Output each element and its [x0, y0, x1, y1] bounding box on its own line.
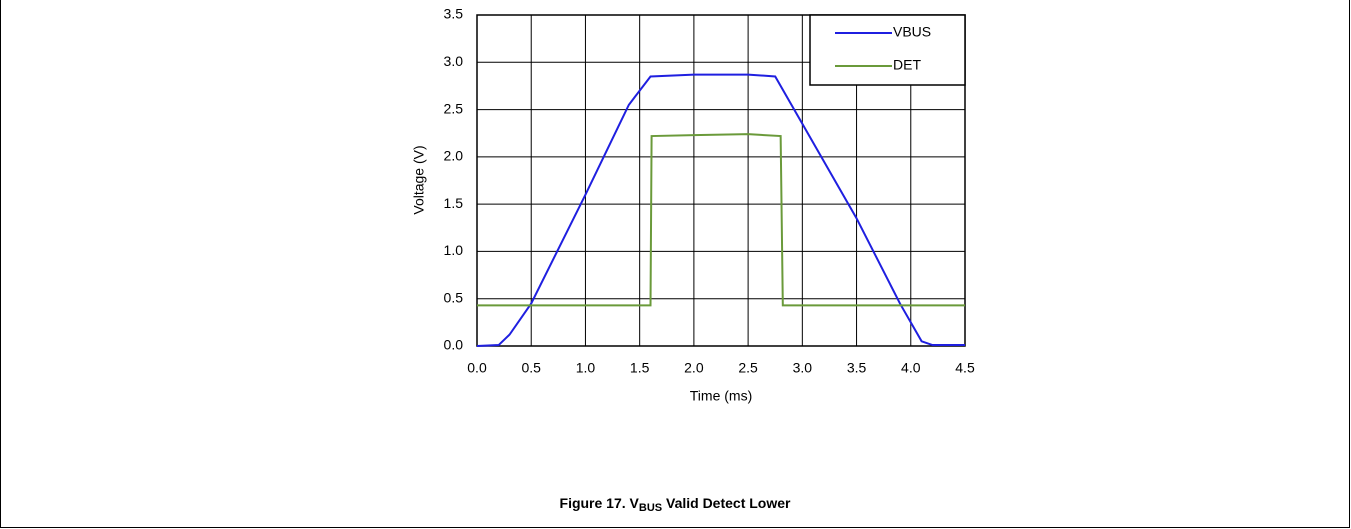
- y-tick-label: 0.0: [444, 337, 464, 353]
- caption-text: Valid Detect Lower: [662, 495, 791, 511]
- x-tick-label: 1.5: [630, 360, 650, 376]
- y-tick-label: 2.0: [444, 148, 464, 164]
- x-axis-label: Time (ms): [690, 388, 752, 404]
- x-tick-label: 0.5: [521, 360, 541, 376]
- y-tick-label: 2.5: [444, 100, 464, 116]
- x-tick-label: 1.0: [576, 360, 596, 376]
- y-tick-label: 0.5: [444, 289, 464, 305]
- y-tick-label: 3.0: [444, 53, 464, 69]
- caption: Figure 17. VBUS Valid Detect Lower: [560, 495, 792, 514]
- plot-frame: [476, 14, 966, 347]
- y-tick-label: 1.5: [444, 195, 464, 211]
- legend-label: VBUS: [893, 24, 931, 40]
- x-tick-label: 4.0: [901, 360, 921, 376]
- data-line: [476, 73, 965, 347]
- y-axis-label: Voltage (V): [411, 145, 427, 214]
- x-tick-label: 3.5: [847, 360, 867, 376]
- x-tick-label: 2.5: [738, 360, 758, 376]
- x-tick-label: 0.0: [467, 360, 487, 376]
- x-tick-label: 2.0: [684, 360, 704, 376]
- x-tick-label: 4.5: [955, 360, 975, 376]
- caption-text: Figure 17. V: [560, 495, 640, 511]
- x-tick-label: 3.0: [793, 360, 813, 376]
- y-tick-label: 3.5: [444, 6, 464, 22]
- legend-box: [809, 14, 966, 86]
- caption-subscript: BUS: [639, 502, 662, 514]
- legend-label: DET: [893, 57, 921, 73]
- data-line: [477, 133, 965, 307]
- y-tick-label: 1.0: [444, 242, 464, 258]
